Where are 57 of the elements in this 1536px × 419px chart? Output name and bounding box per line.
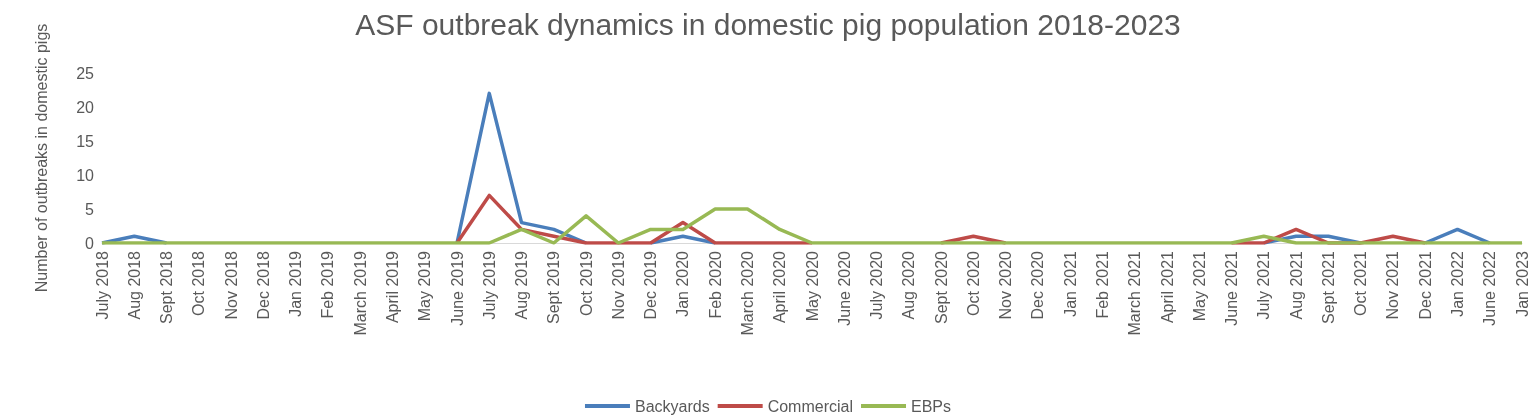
x-tick-label: Feb 2019 <box>319 250 337 319</box>
y-tick-label: 0 <box>85 234 95 252</box>
x-tick-label: June 2019 <box>448 250 466 326</box>
x-tick-label: Nov 2020 <box>997 250 1015 320</box>
x-tick-label: Jan 2022 <box>1448 250 1466 317</box>
x-tick-label: Sept 2020 <box>932 250 950 324</box>
x-tick-label: Oct 2019 <box>577 250 595 316</box>
x-tick-label: Sept 2019 <box>545 250 563 324</box>
x-tick-label: Oct 2018 <box>190 250 208 316</box>
x-tick-label: July 2020 <box>868 250 886 320</box>
x-tick-label: May 2019 <box>416 250 434 322</box>
x-tick-label: March 2020 <box>738 250 756 336</box>
x-tick-label: June 2021 <box>1223 250 1241 326</box>
y-tick-label: 25 <box>76 64 95 82</box>
x-tick-label: May 2021 <box>1190 250 1208 322</box>
line-series <box>100 207 1524 245</box>
x-tick-label: March 2021 <box>1126 250 1144 336</box>
x-tick-label: Aug 2018 <box>125 250 143 320</box>
x-tick-label: Sept 2021 <box>1319 250 1337 324</box>
x-tick-label: June 2022 <box>1481 250 1499 326</box>
x-tick-label: April 2020 <box>771 250 789 324</box>
x-tick-label: Oct 2020 <box>964 250 982 316</box>
x-tick-label: April 2021 <box>1158 250 1176 324</box>
x-tick-label: April 2019 <box>383 250 401 324</box>
x-tick-label: July 2019 <box>480 250 498 320</box>
x-tick-label: Nov 2021 <box>1384 250 1402 320</box>
y-tick-label: 20 <box>76 98 95 116</box>
chart-title: ASF outbreak dynamics in domestic pig population 2018-2023 <box>355 7 1181 41</box>
x-tick-label: Aug 2021 <box>1287 250 1305 320</box>
x-tick-label: July 2018 <box>93 250 111 320</box>
x-tick-label: Aug 2019 <box>513 250 531 320</box>
x-tick-label: Oct 2021 <box>1352 250 1370 316</box>
legend-label: EBPs <box>911 397 952 415</box>
x-tick-label: Nov 2018 <box>222 250 240 320</box>
x-tick-label: June 2020 <box>835 250 853 326</box>
x-tick-label: Jan 2023 <box>1513 250 1531 317</box>
y-tick-label: 5 <box>85 200 95 218</box>
x-tick-label: July 2021 <box>1255 250 1273 320</box>
y-axis-title: Number of outbreaks in domestic pigs <box>32 23 50 293</box>
x-tick-label: Dec 2021 <box>1416 250 1434 320</box>
x-tick-label: Feb 2021 <box>1093 250 1111 319</box>
x-tick-label: Nov 2019 <box>609 250 627 320</box>
legend-label: Commercial <box>767 397 854 415</box>
x-tick-label: Jan 2021 <box>1061 250 1079 317</box>
x-tick-label: Dec 2020 <box>1029 250 1047 320</box>
legend-label: Backyards <box>634 397 710 415</box>
x-tick-label: Aug 2020 <box>900 250 918 320</box>
x-tick-label: Dec 2018 <box>254 250 272 320</box>
x-tick-label: Jan 2019 <box>287 250 305 317</box>
x-tick-label: Dec 2019 <box>642 250 660 320</box>
x-tick-label: Jan 2020 <box>674 250 692 317</box>
x-tick-label: May 2020 <box>803 250 821 322</box>
x-tick-label: Sept 2018 <box>158 250 176 324</box>
y-tick-label: 15 <box>76 132 95 150</box>
y-tick-label: 10 <box>76 166 95 184</box>
x-tick-label: March 2019 <box>351 250 369 336</box>
x-tick-label: Feb 2020 <box>706 250 724 319</box>
